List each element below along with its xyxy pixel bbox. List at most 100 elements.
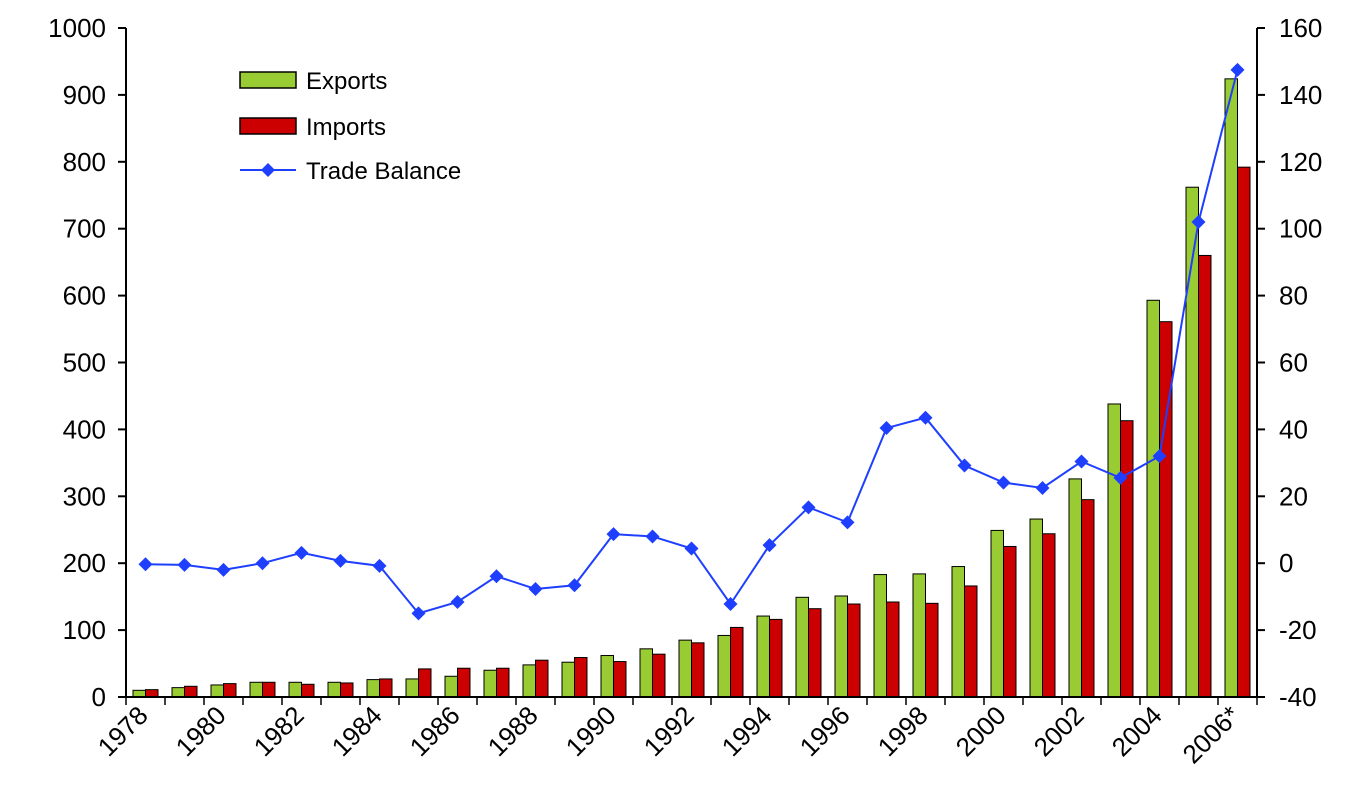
imports-bar-1986	[457, 667, 471, 698]
trade-balance-point-2002	[1074, 454, 1089, 469]
legend-exports-label: Exports	[306, 68, 387, 95]
y-right-tick-label: 160	[1279, 13, 1322, 43]
exports-bar-1980	[210, 684, 224, 698]
trade-balance-point-1996	[840, 515, 855, 530]
imports-bar-1995	[808, 608, 822, 698]
exports-bar-1981	[249, 681, 263, 698]
trade-balance-point-1997	[879, 421, 894, 436]
trade-balance-point-2001	[1035, 480, 1050, 495]
y-left-tick-label: 200	[63, 548, 106, 578]
exports-bar-1992	[678, 639, 692, 698]
imports-bar-1992	[691, 642, 705, 698]
imports-bar-2004	[1159, 321, 1173, 698]
legend-balance-label: Trade Balance	[306, 158, 461, 185]
imports-bar-1984	[379, 678, 393, 698]
imports-bar-1991	[652, 653, 666, 698]
exports-bar-1997	[873, 574, 887, 698]
imports-bar-1998	[925, 602, 939, 698]
exports-bar-1983	[327, 681, 341, 698]
y-left-tick-label: 400	[63, 414, 106, 444]
legend: Exports Imports Trade Balance	[239, 68, 461, 185]
exports-bar-1986	[444, 675, 458, 698]
bars-layer	[132, 78, 1251, 698]
exports-bar-1995	[795, 596, 809, 698]
exports-bar-1996	[834, 595, 848, 698]
x-tick-label: 2006*	[1176, 700, 1245, 769]
y-left-tick-label: 800	[63, 147, 106, 177]
imports-bar-2002	[1081, 499, 1095, 698]
trade-balance-point-1999	[957, 458, 972, 473]
y-left-tick-label: 900	[63, 80, 106, 110]
x-tick-label: 1992	[638, 700, 700, 762]
imports-bar-1982	[301, 683, 315, 698]
imports-bar-1980	[223, 683, 237, 698]
y-left-tick-label: 700	[63, 214, 106, 244]
trade-balance-point-1992	[684, 541, 699, 556]
imports-bar-1983	[340, 682, 354, 698]
y-right-tick-label: 60	[1279, 348, 1308, 378]
imports-bar-1994	[769, 618, 783, 698]
x-tick-label: 1996	[794, 700, 856, 762]
exports-bar-1989	[561, 661, 575, 698]
x-tick-label: 2000	[950, 700, 1012, 762]
y-right-tick-label: 0	[1279, 548, 1293, 578]
legend-imports-label: Imports	[306, 114, 386, 141]
y-left-tick-label: 0	[92, 682, 106, 712]
trade-balance-line-layer	[138, 62, 1245, 621]
y-right-tick-label: -40	[1279, 682, 1317, 712]
trade-balance-point-1991	[645, 529, 660, 544]
imports-bar-1978	[145, 689, 159, 698]
trade-balance-point-2005	[1191, 215, 1206, 230]
trade-balance-point-1981	[255, 556, 270, 571]
imports-bar-2005	[1198, 254, 1212, 698]
imports-bar-2000	[1003, 545, 1017, 698]
legend-balance-marker	[261, 163, 275, 177]
trade-balance-point-1979	[177, 557, 192, 572]
imports-bar-1990	[613, 661, 627, 698]
trade-balance-point-1982	[294, 545, 309, 560]
x-tick-label: 1986	[404, 700, 466, 762]
trade-balance-point-2006*	[1230, 62, 1245, 77]
trade-balance-point-1988	[528, 581, 543, 596]
imports-bar-1999	[964, 585, 978, 698]
x-tick-label: 1998	[872, 700, 934, 762]
y-left-tick-label: 300	[63, 481, 106, 511]
exports-bar-1988	[522, 664, 536, 698]
y-left-tick-label: 500	[63, 348, 106, 378]
exports-bar-1991	[639, 648, 653, 698]
y-right-tick-label: 40	[1279, 414, 1308, 444]
legend-imports-swatch	[239, 117, 297, 135]
trade-balance-point-2000	[996, 475, 1011, 490]
x-tick-label: 1984	[326, 700, 388, 762]
imports-bar-1979	[184, 685, 198, 698]
trade-balance-point-1990	[606, 527, 621, 542]
exports-bar-1985	[405, 678, 419, 698]
trade-balance-point-1985	[411, 606, 426, 621]
x-tick-label: 1994	[716, 700, 778, 762]
exports-bar-1984	[366, 679, 380, 698]
exports-bar-1979	[171, 687, 185, 698]
exports-bar-1990	[600, 655, 614, 698]
trade-balance-point-1994	[762, 538, 777, 553]
x-tick-label: 1988	[482, 700, 544, 762]
exports-bar-1999	[951, 566, 965, 698]
imports-bar-1996	[847, 603, 861, 698]
imports-bar-1997	[886, 601, 900, 698]
y-right-tick-label: 20	[1279, 481, 1308, 511]
trade-balance-point-1980	[216, 562, 231, 577]
trade-balance-point-1978	[138, 557, 153, 572]
legend-exports-swatch	[239, 71, 297, 89]
exports-bar-1982	[288, 681, 302, 698]
x-tick-label: 1982	[248, 700, 310, 762]
exports-bar-2000	[990, 529, 1004, 698]
trade-balance-point-1995	[801, 500, 816, 515]
trade-balance-point-1989	[567, 578, 582, 593]
exports-bar-1987	[483, 669, 497, 698]
trade-balance-point-1987	[489, 569, 504, 584]
x-tick-label: 1980	[170, 700, 232, 762]
exports-bar-1978	[132, 689, 146, 698]
trade-balance-point-1986	[450, 595, 465, 610]
trade-balance-point-1983	[333, 553, 348, 568]
y-right-tick-label: -20	[1279, 615, 1317, 645]
